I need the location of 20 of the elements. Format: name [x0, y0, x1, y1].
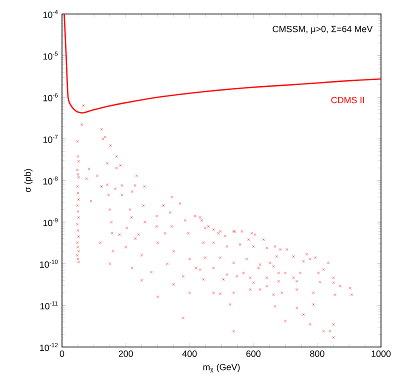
y-tick-label: 10$^{-12}$ [40, 342, 58, 352]
x-tick-label: 800 [310, 350, 324, 357]
series-label: CDMS II [331, 96, 364, 104]
line-series [64, 14, 382, 114]
y-tick-label: 10$^{-11}$ [40, 301, 58, 310]
y-tick-label: 10$^{-6}$ [43, 93, 58, 102]
x-tick-label: 0 [60, 350, 64, 357]
y-axis-title: σ (pb) [24, 169, 33, 192]
y-tick-label: 10$^{-5}$ [43, 52, 58, 60]
y-tick-label: 10$^{-8}$ [43, 176, 58, 185]
annotation: CMSSM, μ>0, Σ=64 MeV [272, 26, 373, 34]
x-tick-label: 200 [118, 350, 133, 357]
y-tick-label: 10$^{-4}$ [43, 10, 58, 18]
y-tick-label: 10$^{-10}$ [40, 260, 58, 268]
x-tick-label: 400 [182, 350, 197, 357]
y-tick-label: 10$^{-7}$ [43, 134, 58, 143]
y-tick-label: 10$^{-9}$ [43, 218, 58, 226]
x-tick-label: 600 [246, 350, 261, 357]
x-axis-title: m$_{χ}$ (GeV) [203, 364, 240, 372]
x-tick-label: 1000 [372, 350, 391, 357]
